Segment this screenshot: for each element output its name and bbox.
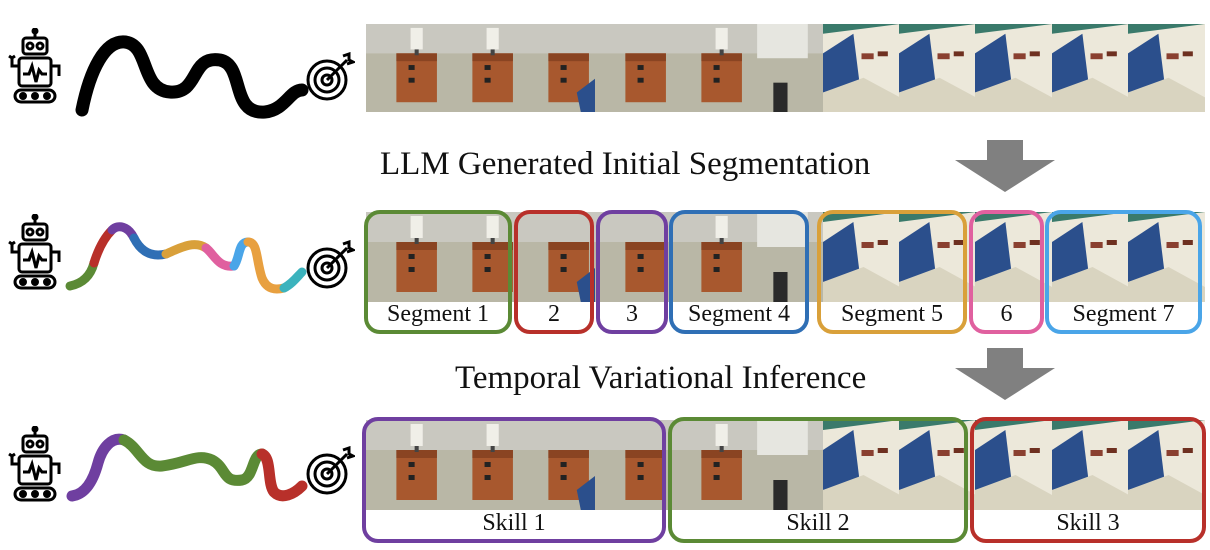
skill-label: Skill 2 (786, 510, 850, 536)
frame-thumbnail (975, 420, 1052, 510)
skill-label-band (362, 510, 1208, 542)
frame-thumbnail (518, 420, 595, 510)
frame-thumbnail (747, 420, 824, 510)
skill-box: Skill 3 (970, 417, 1206, 543)
frame-thumbnail (518, 24, 595, 112)
frame-thumbnail (671, 420, 748, 510)
frame-thumbnail (366, 420, 443, 510)
skill-label: Skill 1 (482, 510, 546, 536)
segment-label: 3 (626, 301, 638, 327)
segment-label: Segment 7 (1072, 301, 1175, 327)
frame-thumbnail (975, 212, 1052, 302)
trajectory-segmented (65, 222, 307, 294)
frame-thumbnail (442, 24, 519, 112)
frame-thumbnail (595, 420, 672, 510)
frame-thumbnail (671, 24, 748, 112)
frame-thumbnail (1128, 420, 1205, 510)
segment-box: Segment 7 (1045, 210, 1202, 334)
frame-thumbnail (823, 24, 900, 112)
frame-strip-row1 (366, 24, 1205, 112)
frame-strip-row2 (366, 212, 1205, 302)
frame-thumbnail (442, 212, 519, 302)
frame-thumbnail (899, 420, 976, 510)
segment-label: 6 (1000, 301, 1013, 327)
down-arrow-icon (955, 348, 1055, 400)
frame-thumbnail (366, 212, 443, 302)
trajectory-black (75, 35, 309, 119)
target-icon-row3 (305, 445, 357, 496)
frame-thumbnail (899, 24, 976, 112)
frame-thumbnail (366, 24, 443, 112)
caption-temporal-variational-inference: Temporal Variational Inference (455, 360, 867, 396)
caption-initial-segmentation: LLM Generated Initial Segmentation (380, 146, 871, 182)
frame-thumbnail (1052, 24, 1129, 112)
frame-thumbnail (1052, 212, 1129, 302)
segment-label: 2 (548, 301, 560, 327)
frame-thumbnail (747, 212, 824, 302)
frame-thumbnail (671, 212, 748, 302)
segment-box: 3 (596, 210, 668, 334)
robot-icon-row2 (4, 213, 66, 294)
frame-thumbnail (595, 24, 672, 112)
frame-thumbnail (823, 212, 900, 302)
skill-box: Skill 2 (668, 417, 968, 543)
skill-box: Skill 1 (362, 417, 666, 543)
frame-thumbnail (747, 24, 824, 112)
frame-thumbnail (975, 24, 1052, 112)
frame-thumbnail (1128, 212, 1205, 302)
frame-strip-row3 (366, 420, 1205, 510)
segment-box: Segment 4 (669, 210, 809, 334)
skill-label: Skill 3 (1056, 510, 1120, 536)
robot-icon-row3 (4, 425, 66, 506)
segment-label: Segment 4 (688, 301, 790, 327)
frame-thumbnail (1128, 24, 1205, 112)
frame-thumbnail (823, 420, 900, 510)
trajectory-skills (66, 433, 308, 502)
frame-thumbnail (518, 212, 595, 302)
segment-label: Segment 5 (841, 301, 943, 327)
segment-label: Segment 1 (387, 301, 489, 327)
segment-box: 6 (969, 210, 1044, 334)
segment-box: 2 (514, 210, 594, 334)
down-arrow-icon (955, 140, 1055, 192)
frame-thumbnail (442, 420, 519, 510)
target-icon-row1 (305, 51, 357, 102)
robot-icon-row1 (4, 27, 66, 108)
segment-box: Segment 1 (364, 210, 512, 334)
segment-box: Segment 5 (817, 210, 967, 334)
frame-thumbnail (1052, 420, 1129, 510)
target-icon-row2 (305, 239, 357, 290)
